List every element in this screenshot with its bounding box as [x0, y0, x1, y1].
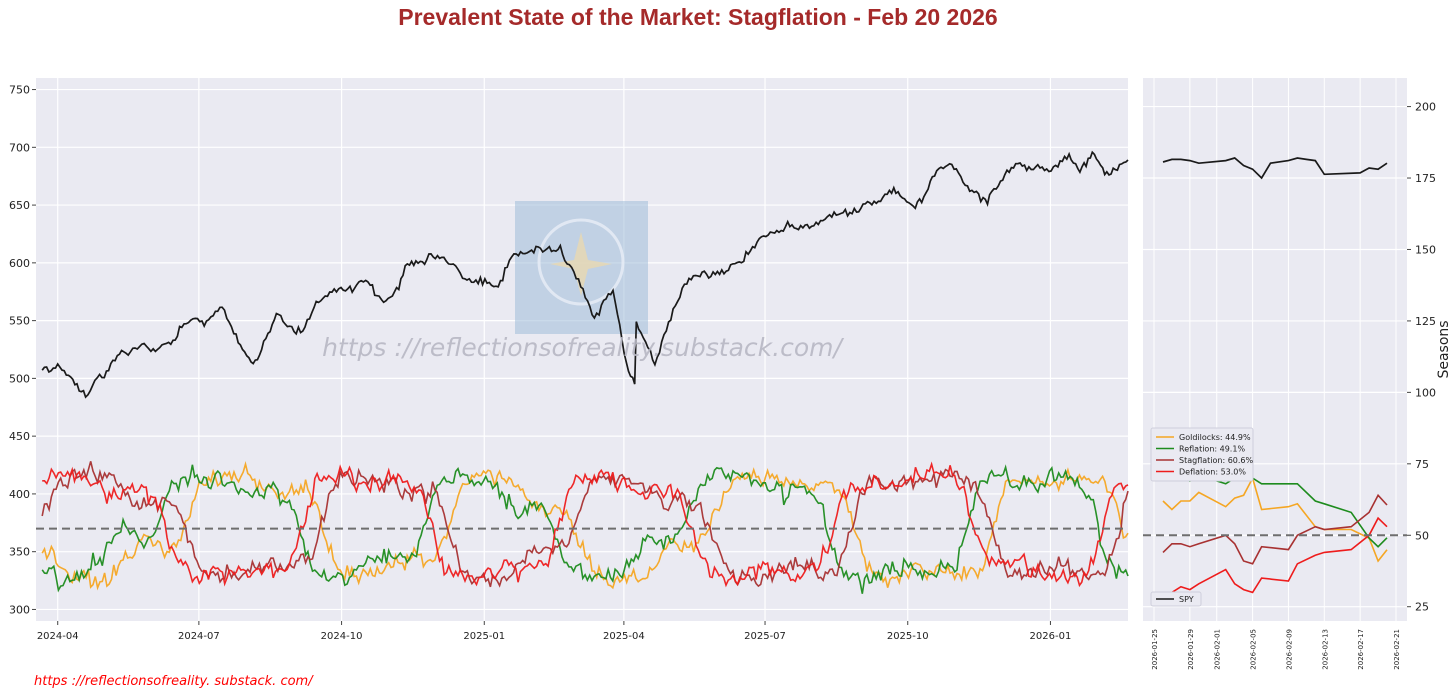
zoom-ytick-label: 25 — [1415, 601, 1429, 614]
legend: Goldilocks: 44.9% Reflation: 49.1% Stagfla… — [1150, 427, 1254, 607]
zoom-xtick-label: 2026-01-25 — [1151, 629, 1159, 670]
zoom-ytick-label: 50 — [1415, 529, 1429, 542]
zoom-xtick-label: 2026-01-29 — [1187, 629, 1195, 670]
spy-legend-label: SPY — [1179, 595, 1194, 604]
main-xtick-label: 2026-01 — [1030, 631, 1072, 642]
main-ytick-label: 600 — [9, 257, 30, 270]
main-ytick-label: 700 — [9, 141, 30, 154]
zoom-season-line-stagflation — [1162, 493, 1388, 565]
compass-star-icon — [550, 232, 612, 296]
watermark-logo — [515, 201, 648, 334]
legend-label: Goldilocks: 44.9% — [1179, 433, 1251, 442]
legend-label: Deflation: 53.0% — [1179, 468, 1246, 477]
main-plot-area — [36, 78, 1128, 621]
zoom-ytick-label: 150 — [1415, 243, 1436, 256]
main-ytick-label: 550 — [9, 315, 30, 328]
zoom-ytick-label: 175 — [1415, 172, 1436, 185]
main-xtick-label: 2024-10 — [321, 631, 363, 642]
season-line-reflation — [41, 464, 1129, 594]
main-panel: 300 350 400 450 500 550 600 650 700 750 2024-04 202… — [9, 78, 1129, 642]
main-ytick-label: 350 — [9, 546, 30, 559]
main-ytick-label: 650 — [9, 199, 30, 212]
season-line-deflation — [42, 461, 1129, 588]
zoom-ytick-label: 75 — [1415, 458, 1429, 471]
zoom-xtick-label: 2026-02-01 — [1214, 629, 1222, 670]
main-xtick-label: 2024-07 — [178, 631, 220, 642]
season-line-goldilocks — [41, 460, 1129, 591]
zoom-xtick-label: 2026-02-21 — [1393, 629, 1401, 670]
chart-title: Prevalent State of the Market: Stagflati… — [398, 4, 998, 30]
legend-box — [1150, 427, 1254, 482]
spy-legend-box — [1150, 591, 1202, 607]
main-xtick-label: 2025-07 — [744, 631, 786, 642]
zoom-xtick-label: 2026-02-17 — [1357, 629, 1365, 670]
main-xtick-label: 2024-04 — [37, 631, 79, 642]
main-xtick-label: 2025-04 — [603, 631, 645, 642]
main-ytick-label: 300 — [9, 603, 30, 616]
main-xtick-label: 2025-10 — [887, 631, 929, 642]
footer-link[interactable]: https ://reflectionsofreality. substack.… — [34, 674, 313, 689]
zoom-xtick-label: 2026-02-05 — [1250, 629, 1258, 670]
zoom-ytick-label: 125 — [1415, 315, 1436, 328]
zoom-panel: 25 50 75 100 125 150 175 200 2026-01-25 2026-01-2… — [1143, 78, 1452, 670]
zoom-season-line-deflation — [1162, 516, 1388, 599]
main-ytick-label: 400 — [9, 488, 30, 501]
watermark-logo-ring — [537, 218, 625, 306]
main-ytick-label: 500 — [9, 372, 30, 385]
zoom-ylabel: Seasons — [1436, 320, 1452, 378]
legend-label: Stagflation: 60.6% — [1179, 456, 1254, 465]
zoom-ytick-label: 100 — [1415, 386, 1436, 399]
spy-price-line — [41, 150, 1129, 399]
zoom-xtick-label: 2026-02-09 — [1285, 629, 1293, 670]
zoom-ytick-label: 200 — [1415, 101, 1436, 114]
watermark-text: https ://reflectionsofreality.substack.c… — [322, 333, 844, 362]
legend-label: Reflation: 49.1% — [1179, 445, 1245, 454]
zoom-spy-line — [1162, 157, 1388, 180]
main-ytick-label: 450 — [9, 430, 30, 443]
zoom-season-line-goldilocks — [1162, 475, 1388, 563]
main-xtick-label: 2025-01 — [463, 631, 505, 642]
zoom-xtick-label: 2026-02-13 — [1321, 629, 1329, 670]
main-ytick-label: 750 — [9, 84, 30, 97]
